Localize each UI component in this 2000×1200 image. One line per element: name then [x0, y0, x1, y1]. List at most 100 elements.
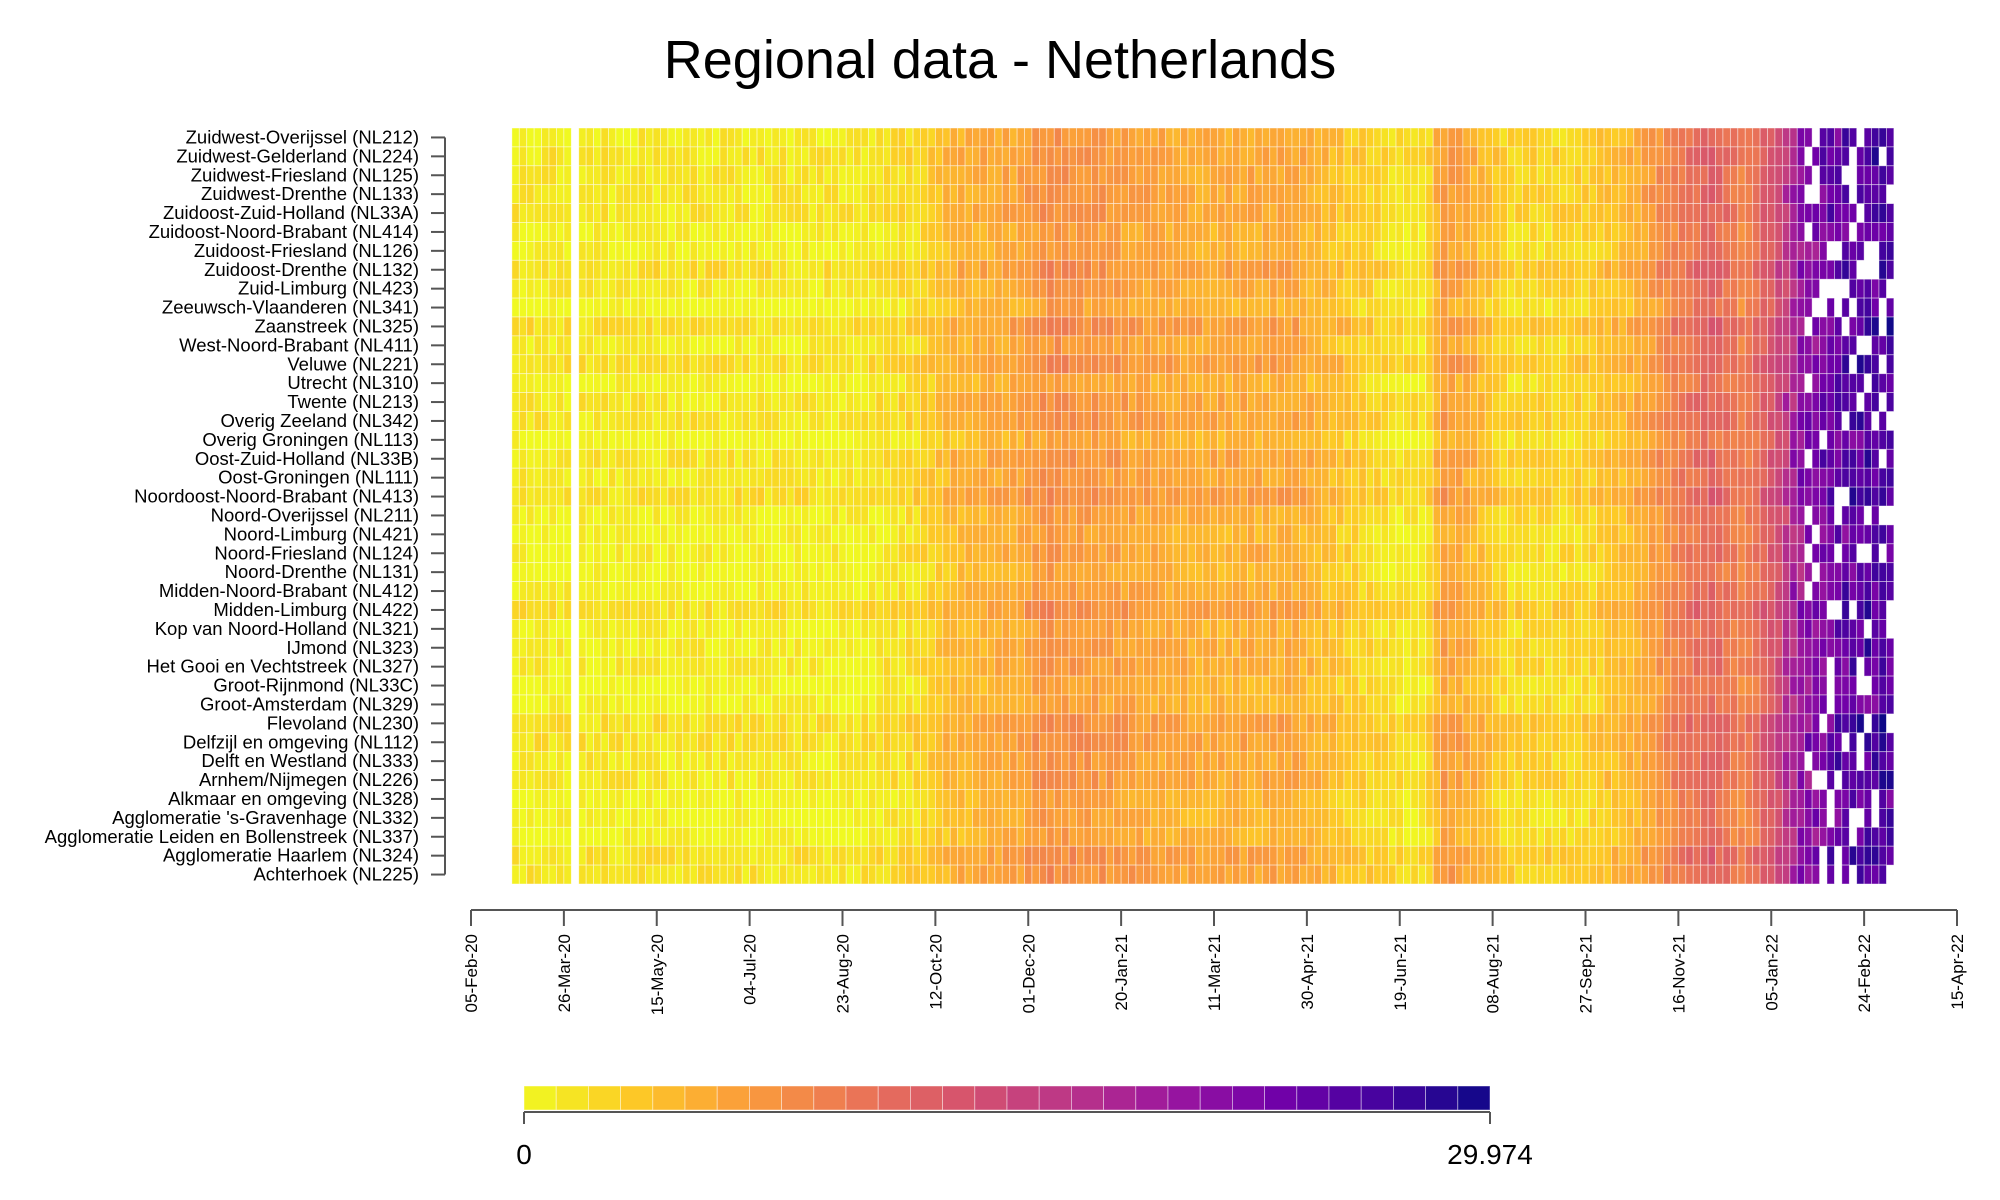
- heatmap-cell: [1328, 203, 1337, 223]
- heatmap-cell: [1425, 373, 1434, 394]
- heatmap-cell: [1001, 316, 1011, 337]
- heatmap-cell: [875, 203, 884, 223]
- heatmap-cell: [622, 600, 632, 620]
- heatmap-cell: [622, 335, 632, 356]
- heatmap-cell: [518, 600, 528, 620]
- heatmap-cell: [630, 278, 639, 299]
- heatmap-cell: [593, 335, 602, 356]
- heatmap-cell: [533, 278, 542, 299]
- heatmap-cell: [1195, 146, 1204, 167]
- heatmap-cell: [622, 637, 632, 658]
- heatmap-cell: [1351, 448, 1360, 469]
- heatmap-cell: [756, 222, 765, 242]
- heatmap-cell: [1284, 354, 1293, 375]
- heatmap-cell: [786, 524, 795, 545]
- heatmap-cell: [1172, 146, 1181, 167]
- heatmap-cell: [778, 581, 788, 601]
- heatmap-cell: [1343, 619, 1352, 639]
- heatmap-cell: [1403, 448, 1412, 469]
- heatmap-cell: [1336, 146, 1345, 167]
- heatmap-cell: [830, 732, 840, 753]
- heatmap-cell: [556, 826, 565, 847]
- heatmap-cell: [1328, 184, 1337, 204]
- heatmap-cell: [912, 845, 921, 866]
- heatmap-cell: [1373, 845, 1382, 866]
- heatmap-cell: [645, 278, 654, 299]
- heatmap-cell: [1403, 505, 1412, 526]
- heatmap-cell: [1128, 392, 1137, 412]
- heatmap-cell: [964, 335, 973, 356]
- heatmap-cell: [682, 316, 691, 337]
- heatmap-cell: [1105, 127, 1115, 148]
- heatmap-cell: [704, 562, 713, 583]
- heatmap-cell: [1202, 203, 1211, 223]
- heatmap-cell: [600, 732, 609, 753]
- heatmap-cell: [830, 222, 840, 242]
- heatmap-cell: [726, 505, 736, 526]
- heatmap-cell: [1336, 656, 1345, 677]
- heatmap-cell: [860, 146, 869, 167]
- heatmap-cell: [1395, 524, 1404, 545]
- heatmap-cell: [1187, 505, 1196, 526]
- heatmap-cell: [630, 581, 639, 601]
- heatmap-cell: [1180, 411, 1189, 431]
- heatmap-cell: [1343, 694, 1352, 715]
- heatmap-cell: [518, 713, 528, 734]
- heatmap-cell: [1232, 222, 1241, 242]
- heatmap-cell: [994, 240, 1003, 261]
- heatmap-cell: [1180, 524, 1189, 545]
- heatmap-cell: [1358, 619, 1367, 639]
- heatmap-cell: [1232, 335, 1241, 356]
- heatmap-cell: [890, 222, 899, 242]
- heatmap-cell: [771, 297, 780, 318]
- heatmap-cell: [1172, 467, 1181, 488]
- heatmap-cell: [719, 316, 728, 337]
- heatmap-cell: [1061, 165, 1070, 186]
- heatmap-cell: [1380, 392, 1390, 412]
- heatmap-cell: [1261, 486, 1271, 507]
- heatmap-cell: [1024, 259, 1033, 280]
- heatmap-cell: [823, 562, 832, 583]
- heatmap-cell: [719, 656, 728, 677]
- heatmap-cell: [1284, 524, 1293, 545]
- heatmap-cell: [660, 808, 669, 828]
- heatmap-cell: [934, 675, 944, 696]
- heatmap-cell: [734, 392, 743, 412]
- heatmap-cell: [927, 411, 936, 431]
- heatmap-cell: [771, 864, 780, 885]
- heatmap-cell: [793, 845, 803, 866]
- heatmap-cell: [630, 600, 639, 620]
- heatmap-cell: [1001, 354, 1011, 375]
- heatmap-cell: [1425, 259, 1434, 280]
- heatmap-cell: [949, 581, 959, 601]
- heatmap-cell: [1328, 656, 1337, 677]
- heatmap-cell: [593, 392, 602, 412]
- heatmap-cell: [986, 184, 996, 204]
- heatmap-cell: [1001, 732, 1011, 753]
- heatmap-cell: [1016, 732, 1025, 753]
- heatmap-cell: [1038, 524, 1048, 545]
- heatmap-cell: [823, 770, 832, 790]
- heatmap-cell: [1254, 486, 1263, 507]
- heatmap-cell: [511, 864, 520, 885]
- heatmap-cell: [949, 675, 959, 696]
- heatmap-cell: [801, 751, 810, 772]
- heatmap-cell: [1291, 675, 1300, 696]
- heatmap-cell: [1417, 429, 1427, 450]
- heatmap-cell: [964, 373, 973, 394]
- heatmap-cell: [1001, 278, 1011, 299]
- heatmap-cell: [920, 543, 929, 564]
- heatmap-cell: [1380, 751, 1390, 772]
- heatmap-cell: [845, 637, 855, 658]
- heatmap-cell: [1143, 467, 1152, 488]
- heatmap-cell: [637, 581, 646, 601]
- heatmap-cell: [778, 505, 788, 526]
- heatmap-cell: [905, 751, 914, 772]
- heatmap-cell: [1209, 316, 1219, 337]
- heatmap-cell: [578, 486, 587, 507]
- heatmap-cell: [682, 637, 691, 658]
- heatmap-cell: [1299, 429, 1308, 450]
- heatmap-cell: [838, 808, 847, 828]
- heatmap-cell: [734, 789, 743, 809]
- heatmap-cell: [1313, 411, 1323, 431]
